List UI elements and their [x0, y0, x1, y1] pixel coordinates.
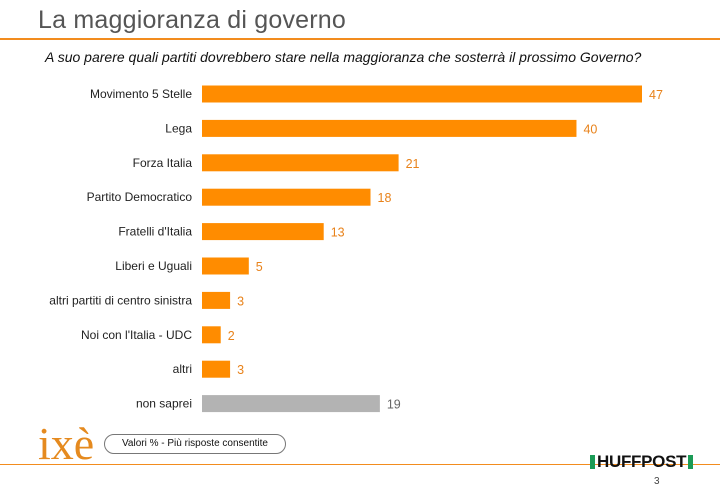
huffpost-logo-text: HUFFPOST: [597, 452, 687, 471]
huffpost-mark-left: [590, 455, 595, 469]
category-label: altri: [173, 362, 192, 376]
category-label: altri partiti di centro sinistra: [49, 293, 192, 307]
data-label: 18: [378, 191, 392, 205]
data-label: 47: [649, 88, 663, 102]
page-number: 3: [654, 476, 660, 487]
bar: [202, 257, 249, 275]
category-label: Fratelli d'Italia: [118, 225, 192, 239]
bar: [202, 154, 399, 172]
category-label: Noi con l'Italia - UDC: [81, 328, 192, 342]
footer-divider: [0, 464, 720, 465]
category-label: non saprei: [136, 397, 192, 411]
values-note: Valori % - Più risposte consentite: [104, 434, 286, 454]
data-label: 21: [406, 157, 420, 171]
bar: [202, 291, 231, 309]
bar: [202, 85, 642, 103]
bar: [202, 326, 221, 344]
data-label: 3: [237, 363, 244, 377]
data-label: 5: [256, 260, 263, 274]
data-label: 40: [583, 122, 597, 136]
data-label: 19: [387, 398, 401, 412]
data-label: 2: [228, 329, 235, 343]
huffpost-logo: HUFFPOST: [588, 452, 695, 472]
page-title: La maggioranza di governo: [38, 6, 346, 34]
bar: [202, 360, 231, 378]
category-label: Partito Democratico: [87, 190, 193, 204]
bar: [202, 119, 577, 137]
bar: [202, 188, 371, 206]
category-label: Liberi e Uguali: [115, 259, 192, 273]
chart-question: A suo parere quali partiti dovrebbero st…: [45, 49, 642, 65]
ixe-logo-text: ixè: [38, 418, 95, 469]
data-label: 13: [331, 226, 345, 240]
category-label: Movimento 5 Stelle: [90, 87, 192, 101]
huffpost-mark-right: [688, 455, 694, 469]
category-label: Forza Italia: [133, 156, 193, 170]
bar: [202, 223, 324, 241]
category-label: Lega: [165, 121, 192, 135]
title-divider: [0, 38, 720, 40]
bar: [202, 395, 380, 413]
ixe-logo: ixè: [38, 418, 94, 472]
data-label: 3: [237, 294, 244, 308]
